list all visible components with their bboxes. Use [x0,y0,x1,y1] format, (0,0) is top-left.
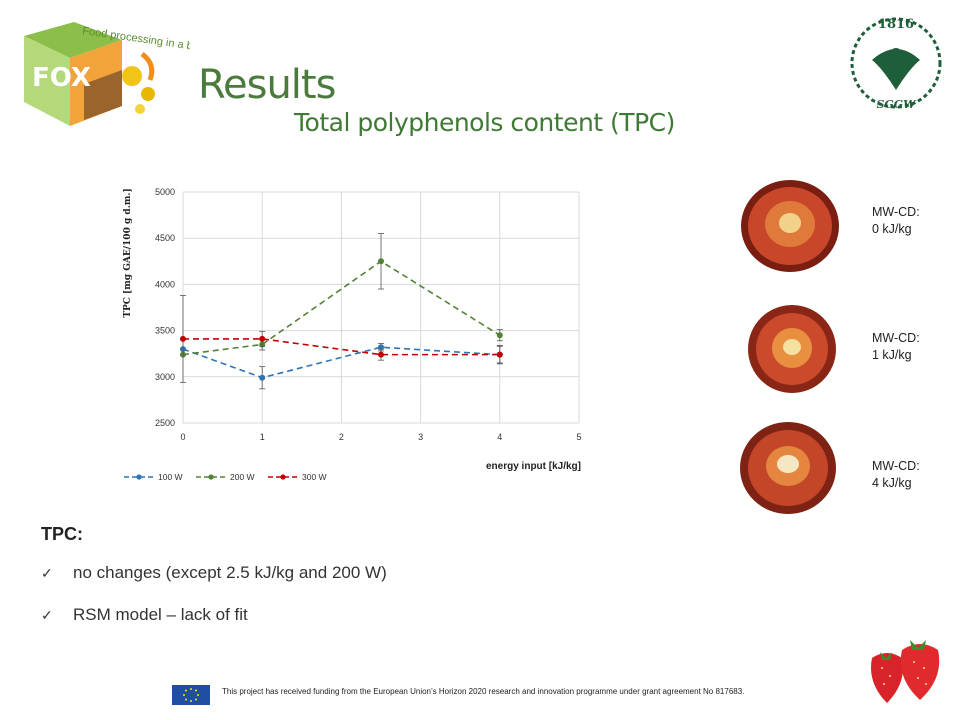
data-point [496,351,503,358]
strawberry-slice-0kj [741,180,839,272]
sample-label-0-line1: MW-CD: [872,205,920,219]
summary-bullet: ✓ RSM model – lack of fit [41,605,248,625]
sample-label-0-line2: 0 kJ/kg [872,222,912,236]
eu-flag-icon [172,685,210,705]
strawberries-image [871,640,940,703]
funding-statement: This project has received funding from t… [222,687,745,696]
y-axis-label: TPC [mg GAE/100 g d.m.] [123,188,133,317]
summary-heading: TPC: [41,524,83,544]
sample-label-1: MW-CD: 1 kJ/kg [872,330,920,364]
y-tick-label: 5000 [155,187,175,197]
fox-letters: FOX [32,63,91,93]
data-point [259,374,266,381]
legend-label: 200 W [230,472,255,482]
page-title: Results [198,62,336,108]
y-tick-label: 3500 [155,326,175,336]
summary-bullet-text: RSM model – lack of fit [73,605,248,624]
series-line-200w [182,260,501,356]
legend-marker [280,474,286,480]
data-point [180,335,186,342]
x-tick-label: 5 [576,432,581,442]
sample-label-0: MW-CD: 0 kJ/kg [872,204,920,238]
x-tick-label: 0 [180,432,185,442]
legend-label: 100 W [158,472,183,482]
data-point [378,258,384,265]
y-tick-label: 2500 [155,418,175,428]
fox-logo: FOX Food processing in a box [24,22,190,126]
y-tick-label: 4000 [155,279,175,289]
data-point [259,335,266,342]
sample-label-1-line2: 1 kJ/kg [872,348,912,362]
checkmark-icon: ✓ [41,606,53,623]
x-axis-label: energy input [kJ/kg] [486,461,581,472]
data-point [378,351,384,358]
x-tick-label: 1 [260,432,265,442]
summary-bullet-text: no changes (except 2.5 kJ/kg and 200 W) [73,563,387,582]
checkmark-icon: ✓ [41,564,53,581]
data-point [496,332,503,339]
series-line-100w [182,346,500,379]
y-tick-label: 4500 [155,233,175,243]
sample-label-2: MW-CD: 4 kJ/kg [872,458,920,492]
strawberry-slice-4kj [740,422,836,514]
sggw-year: 1816 [878,17,914,32]
sample-label-2-line1: MW-CD: [872,459,920,473]
sample-label-2-line2: 4 kJ/kg [872,476,912,490]
tpc-line-chart: 2500 3000 3500 4000 4500 5000 0 1 2 3 4 5 TPC [mg G… [123,187,582,482]
strawberry-slice-1kj [748,305,836,393]
x-tick-label: 3 [418,432,423,442]
y-tick-label: 3000 [155,372,175,382]
sggw-name: SGGW [876,98,917,111]
x-tick-label: 4 [497,432,502,442]
x-tick-label: 2 [339,432,344,442]
legend-marker [208,474,214,480]
legend-marker [136,474,142,480]
sample-label-1-line1: MW-CD: [872,331,920,345]
sggw-logo: 1816 SGGW [850,17,942,111]
summary-bullet: ✓ no changes (except 2.5 kJ/kg and 200 W… [41,563,387,583]
page-subtitle: Total polyphenols content (TPC) [294,108,675,137]
legend-label: 300 W [302,472,327,482]
